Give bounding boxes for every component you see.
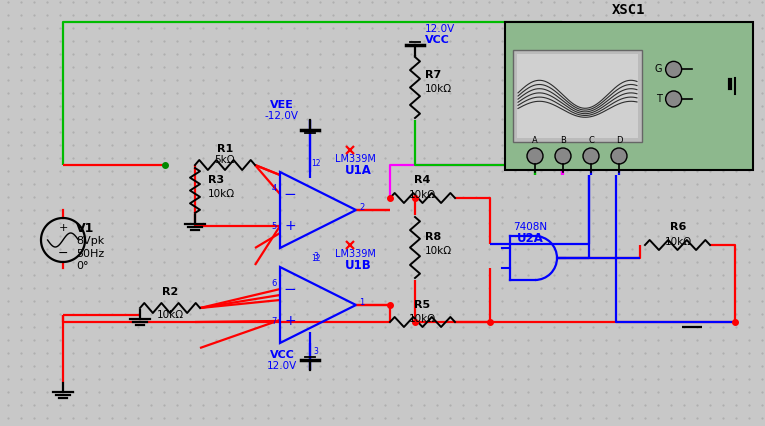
Text: R7: R7 <box>425 70 441 80</box>
Text: −: − <box>284 187 296 201</box>
Text: A: A <box>532 136 538 145</box>
Text: 8Vpk: 8Vpk <box>76 236 104 246</box>
Text: 2: 2 <box>359 203 364 212</box>
FancyBboxPatch shape <box>505 22 753 170</box>
Text: U1A: U1A <box>345 164 372 177</box>
Circle shape <box>666 91 682 107</box>
Text: −: − <box>57 247 68 260</box>
Text: -12.0V: -12.0V <box>265 111 299 121</box>
Text: 1: 1 <box>359 298 364 307</box>
Text: R5: R5 <box>414 300 430 310</box>
Text: 0°: 0° <box>76 261 89 271</box>
Text: R1: R1 <box>216 144 233 154</box>
Text: −: − <box>284 282 296 296</box>
Text: LM339M: LM339M <box>335 154 376 164</box>
Circle shape <box>583 148 599 164</box>
Bar <box>517 54 638 138</box>
Text: +: + <box>284 314 296 328</box>
Text: 12: 12 <box>311 254 321 263</box>
Text: +: + <box>284 219 296 233</box>
Text: T: T <box>656 94 662 104</box>
Circle shape <box>527 148 543 164</box>
Text: R6: R6 <box>670 222 686 232</box>
Circle shape <box>611 148 627 164</box>
Text: VEE: VEE <box>270 100 294 110</box>
Text: R3: R3 <box>208 175 224 185</box>
Text: 12.0V: 12.0V <box>425 24 455 34</box>
Text: 10kΩ: 10kΩ <box>409 314 435 324</box>
Text: 10kΩ: 10kΩ <box>156 310 184 320</box>
Text: 12.0V: 12.0V <box>267 361 297 371</box>
Text: 3: 3 <box>314 252 318 261</box>
Text: 10kΩ: 10kΩ <box>425 84 452 94</box>
Text: VCC: VCC <box>425 35 450 45</box>
Text: LM339M: LM339M <box>335 249 376 259</box>
Text: U1B: U1B <box>345 259 372 272</box>
Text: 4: 4 <box>272 184 277 193</box>
Text: 3: 3 <box>314 347 318 356</box>
Text: 50Hz: 50Hz <box>76 249 104 259</box>
Circle shape <box>666 61 682 78</box>
Text: 5kΩ: 5kΩ <box>215 155 236 165</box>
Text: R8: R8 <box>425 232 441 242</box>
Text: R4: R4 <box>414 175 430 185</box>
Text: XSC1: XSC1 <box>612 3 646 17</box>
Text: D: D <box>616 136 622 145</box>
Text: 10kΩ: 10kΩ <box>425 246 452 256</box>
Text: B: B <box>560 136 566 145</box>
Text: R2: R2 <box>162 287 178 297</box>
Circle shape <box>555 148 571 164</box>
Text: V1: V1 <box>76 222 94 234</box>
Text: G: G <box>654 64 662 75</box>
Text: C: C <box>588 136 594 145</box>
Text: U2A: U2A <box>516 232 543 245</box>
Text: +: + <box>58 223 67 233</box>
Text: 5: 5 <box>272 222 277 231</box>
Bar <box>513 50 642 142</box>
Text: 12: 12 <box>311 159 321 168</box>
Text: 10kΩ: 10kΩ <box>665 237 692 247</box>
Text: 10kΩ: 10kΩ <box>409 190 435 200</box>
Text: VCC: VCC <box>269 350 295 360</box>
Text: 10kΩ: 10kΩ <box>208 189 235 199</box>
Text: 7: 7 <box>272 317 277 326</box>
Text: 7408N: 7408N <box>513 222 547 232</box>
Text: 6: 6 <box>272 279 277 288</box>
